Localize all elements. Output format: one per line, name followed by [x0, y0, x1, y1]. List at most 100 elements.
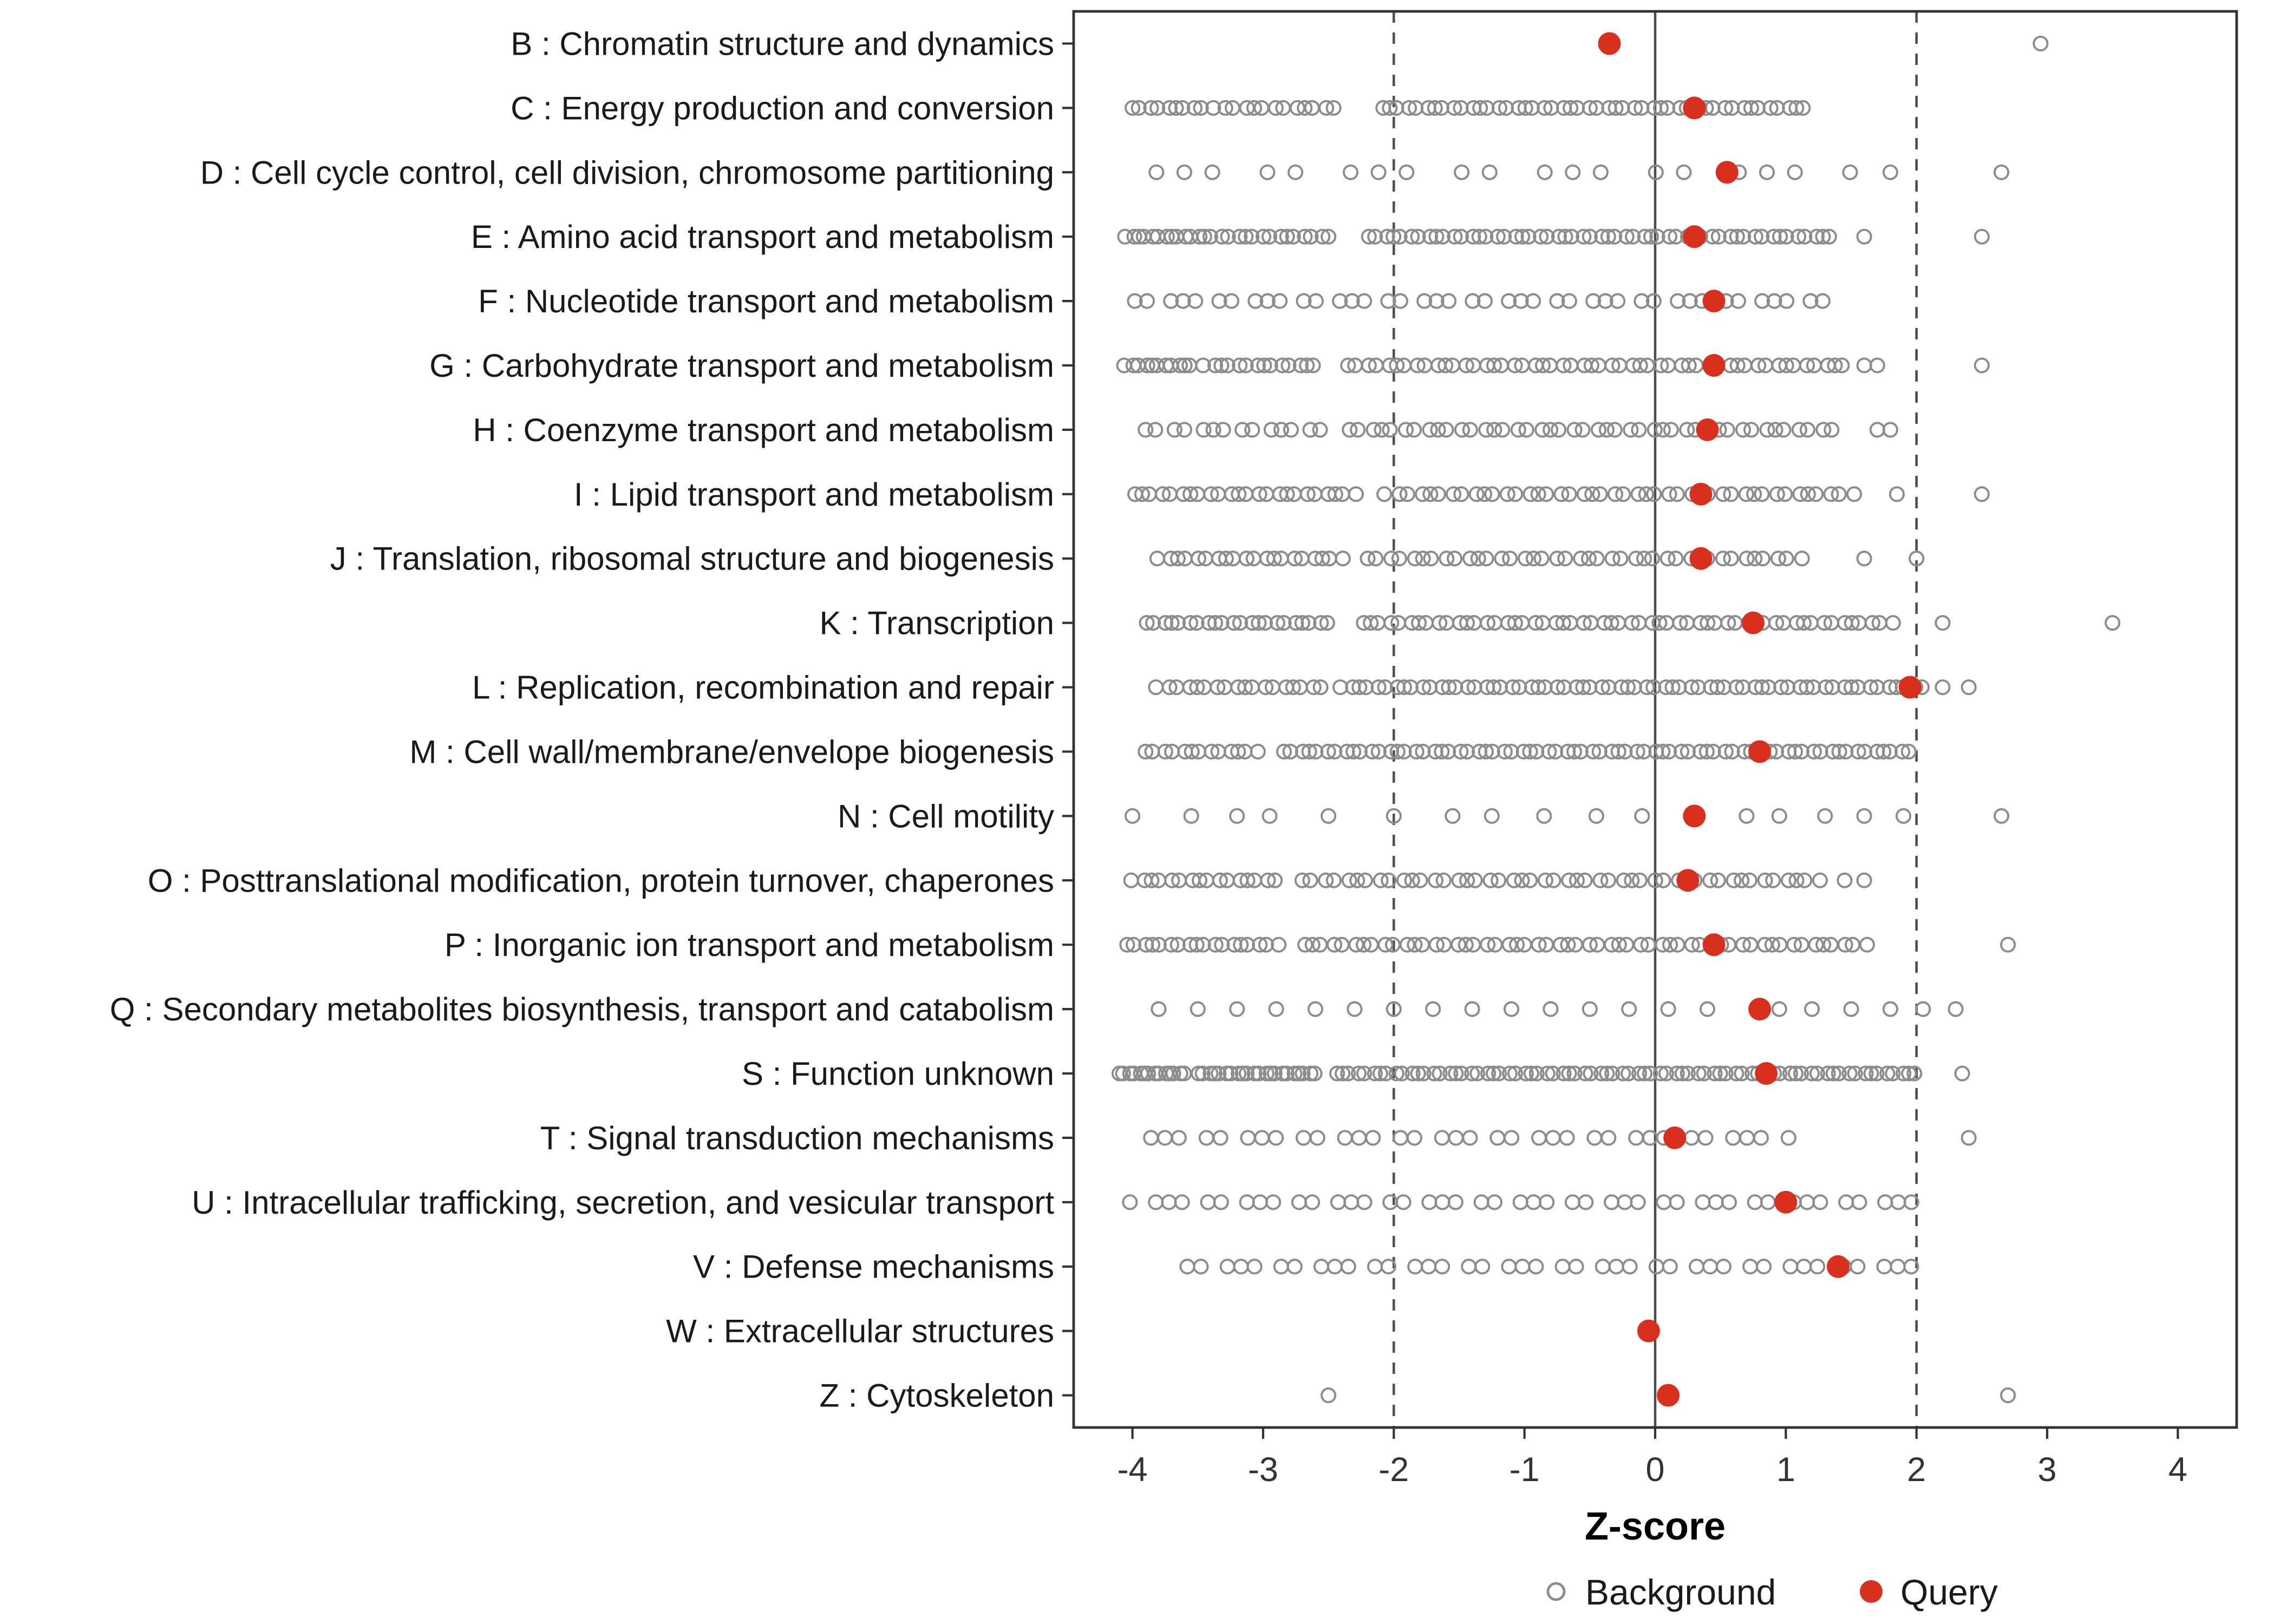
background-point	[1563, 228, 1579, 245]
background-point	[1607, 486, 1624, 502]
category-label: B : Chromatin structure and dynamics	[511, 25, 1054, 62]
background-point	[1522, 872, 1538, 888]
background-point	[1509, 937, 1525, 953]
query-point	[1755, 1062, 1778, 1085]
background-point	[1453, 486, 1469, 502]
background-point	[1974, 228, 1990, 245]
background-point	[1846, 486, 1863, 502]
background-point	[1438, 422, 1454, 438]
background-point	[1446, 100, 1462, 116]
background-point	[1134, 486, 1150, 502]
background-point	[1632, 357, 1648, 374]
background-point	[1824, 422, 1840, 438]
background-point	[1611, 937, 1627, 953]
background-point	[1856, 228, 1872, 245]
background-point	[1550, 679, 1566, 696]
background-point	[1788, 100, 1805, 116]
background-point	[1765, 872, 1781, 888]
background-point	[1428, 293, 1445, 309]
background-point	[1881, 743, 1898, 760]
background-point	[1754, 486, 1770, 502]
background-point	[1351, 743, 1368, 760]
background-point	[1520, 228, 1537, 245]
background-point	[1533, 228, 1549, 245]
background-point	[1787, 164, 1803, 180]
background-point	[1445, 808, 1461, 824]
query-point	[1702, 354, 1726, 377]
background-point	[1193, 100, 1209, 116]
background-point	[1232, 615, 1249, 631]
background-point	[1407, 937, 1423, 953]
background-point	[1460, 679, 1476, 696]
background-point	[1341, 872, 1357, 888]
background-point	[1606, 228, 1623, 245]
background-point	[1262, 808, 1278, 824]
background-point	[1432, 1065, 1448, 1082]
background-point	[1712, 1065, 1728, 1082]
background-point	[1187, 293, 1204, 309]
x-tick-label: 2	[1907, 1451, 1926, 1489]
background-point	[1507, 486, 1524, 502]
background-point	[1422, 422, 1438, 438]
background-point	[1619, 679, 1636, 696]
background-point	[1894, 743, 1911, 760]
background-point	[1757, 872, 1773, 888]
background-point	[1308, 293, 1324, 309]
background-point	[1335, 1065, 1351, 1082]
background-point	[1834, 357, 1850, 374]
query-point	[1774, 1190, 1798, 1214]
background-point	[1809, 1259, 1826, 1275]
background-point	[1655, 872, 1671, 888]
background-point	[1238, 357, 1254, 374]
background-point	[1386, 228, 1402, 245]
background-point	[1831, 1065, 1847, 1082]
background-point	[1561, 486, 1577, 502]
background-point	[1349, 872, 1365, 888]
background-point	[1882, 422, 1898, 438]
background-point	[1730, 293, 1746, 309]
background-point	[1728, 1065, 1744, 1082]
background-point	[1771, 1001, 1787, 1017]
legend-query-label: Query	[1900, 1572, 1998, 1612]
background-point	[1622, 1259, 1638, 1275]
background-point	[1304, 1194, 1321, 1210]
background-point	[1486, 1065, 1502, 1082]
background-point	[1502, 551, 1518, 567]
background-point	[1139, 615, 1155, 631]
background-point	[1320, 743, 1336, 760]
background-point	[1661, 486, 1677, 502]
background-point	[1604, 937, 1620, 953]
background-point	[1389, 357, 1405, 374]
background-point	[1764, 937, 1780, 953]
background-point	[1757, 937, 1773, 953]
background-point	[1634, 808, 1650, 824]
background-point	[1388, 1065, 1404, 1082]
background-point	[1223, 293, 1239, 309]
background-point	[1787, 1065, 1804, 1082]
background-point	[1480, 937, 1496, 953]
background-point	[1365, 422, 1382, 438]
background-point	[1279, 486, 1295, 502]
background-point	[1528, 743, 1545, 760]
background-point	[1856, 808, 1872, 824]
background-point	[1754, 679, 1770, 696]
background-point	[1139, 293, 1155, 309]
background-point	[1549, 551, 1565, 567]
background-point	[1518, 551, 1534, 567]
background-point	[1728, 679, 1744, 696]
background-point	[1486, 422, 1502, 438]
background-point	[1196, 228, 1212, 245]
category-label: K : Transcription	[819, 605, 1054, 641]
background-point	[1583, 1065, 1599, 1082]
background-point	[1439, 551, 1455, 567]
background-point	[1494, 422, 1511, 438]
background-point	[1296, 293, 1312, 309]
background-point	[1961, 679, 1977, 696]
background-point	[1501, 1065, 1518, 1082]
background-point	[1631, 422, 1647, 438]
background-point	[1184, 743, 1200, 760]
background-point	[1780, 1130, 1796, 1146]
background-point	[1486, 679, 1502, 696]
background-point	[1401, 100, 1417, 116]
background-point	[1428, 872, 1444, 888]
